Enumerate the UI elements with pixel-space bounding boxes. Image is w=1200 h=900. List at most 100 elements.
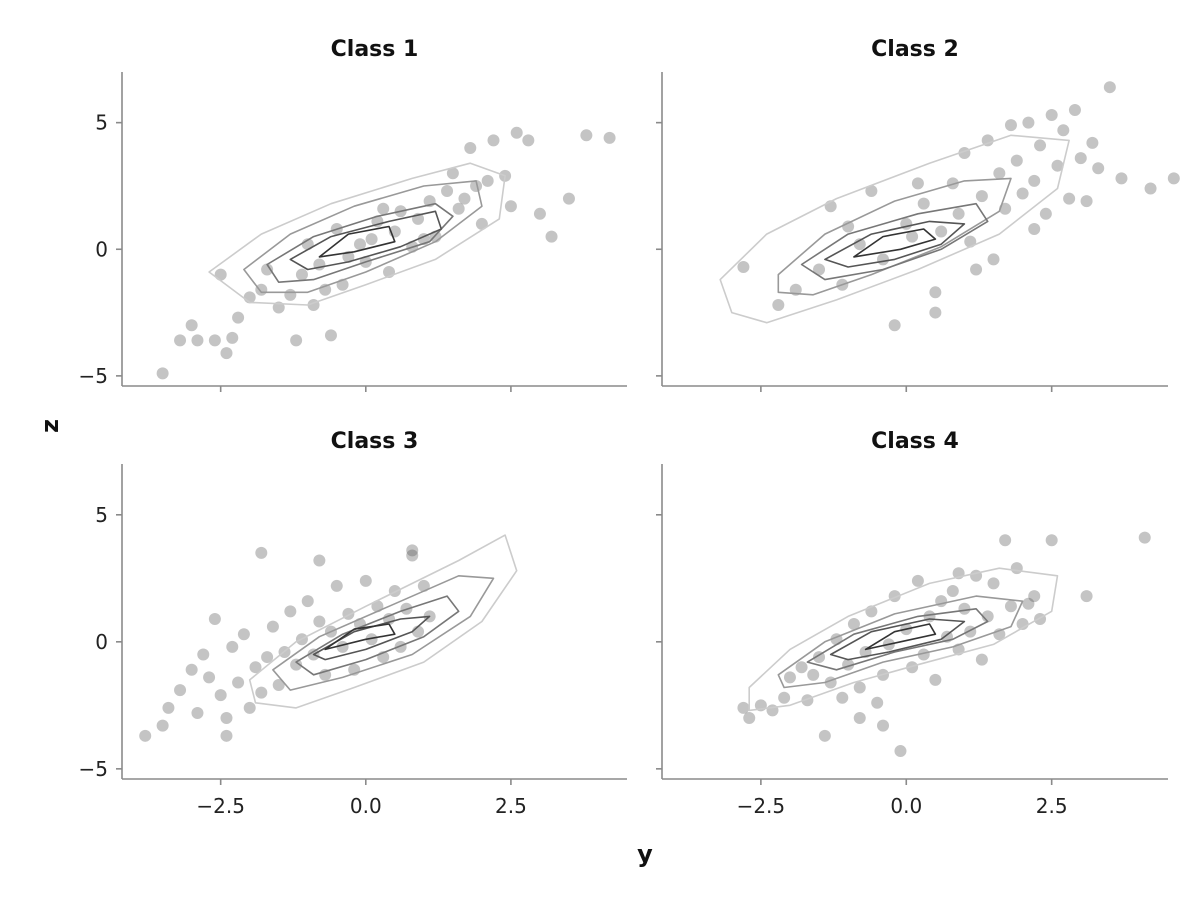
data-point	[894, 745, 907, 758]
data-point	[290, 658, 303, 671]
data-point	[917, 197, 930, 210]
data-point	[929, 673, 942, 686]
data-point	[185, 319, 198, 332]
data-point	[330, 579, 343, 592]
density-contour-3	[800, 202, 989, 281]
x-tick-label: −2.5	[737, 794, 786, 818]
data-point	[475, 217, 488, 230]
data-point	[1039, 207, 1052, 220]
data-point	[261, 263, 274, 276]
data-point	[1074, 152, 1087, 165]
y-axis-label: z	[36, 419, 64, 433]
panel-title: Class 3	[331, 429, 419, 454]
data-point	[377, 202, 390, 215]
y-tick-label: −5	[79, 757, 108, 781]
density-contour-2	[243, 180, 483, 294]
data-point	[888, 319, 901, 332]
data-point	[958, 602, 971, 615]
data-point	[562, 192, 575, 205]
density-contour-4	[312, 615, 431, 661]
density-contour-2	[272, 574, 495, 691]
data-point	[295, 268, 308, 281]
data-point	[818, 729, 831, 742]
data-point	[185, 663, 198, 676]
data-point	[580, 129, 593, 142]
panel-class-1: Class 1 −5 0 5	[79, 37, 627, 392]
data-point	[388, 585, 401, 598]
data-point	[929, 286, 942, 299]
data-point	[452, 202, 465, 215]
data-point	[1063, 192, 1076, 205]
data-point	[871, 696, 884, 709]
data-point	[929, 306, 942, 319]
data-point	[836, 691, 849, 704]
density-contour-4	[289, 210, 443, 271]
data-point	[174, 684, 187, 697]
x-tick-label: 0.0	[890, 794, 922, 818]
data-point	[226, 331, 239, 344]
data-point	[911, 574, 924, 587]
data-point	[1028, 223, 1041, 235]
density-contour-1	[719, 134, 1070, 324]
density-contour-3	[806, 607, 989, 671]
data-point	[232, 311, 245, 324]
density-contour-1	[248, 534, 518, 709]
data-point	[220, 347, 233, 360]
data-point	[156, 719, 169, 732]
data-point	[214, 268, 227, 281]
y-tick-label: 0	[95, 237, 108, 261]
data-point	[981, 134, 994, 147]
data-point	[226, 640, 239, 653]
data-point	[772, 298, 785, 311]
data-point	[301, 595, 314, 608]
data-point	[156, 367, 169, 380]
panel-title: Class 4	[871, 429, 959, 454]
data-point	[272, 679, 285, 692]
data-point	[1045, 109, 1058, 122]
data-point	[359, 574, 372, 587]
x-tick-label: 2.5	[495, 794, 527, 818]
data-point	[545, 230, 558, 243]
data-point	[1045, 534, 1058, 547]
data-point	[1022, 116, 1035, 129]
data-point	[1010, 562, 1023, 575]
data-point	[993, 167, 1006, 180]
data-point	[1028, 590, 1041, 603]
panel-class-4: Class 4 −2.5 0.0 2.5	[656, 429, 1168, 818]
data-point	[906, 230, 919, 243]
data-point	[778, 691, 791, 704]
data-point	[365, 633, 378, 646]
data-point	[174, 334, 187, 347]
density-contour-2	[777, 595, 1024, 689]
data-point	[510, 126, 523, 139]
data-point	[981, 610, 994, 623]
data-point	[481, 174, 494, 187]
data-point	[504, 200, 517, 213]
data-point	[1092, 162, 1105, 175]
density-contour-5	[318, 225, 396, 258]
data-point	[313, 615, 326, 628]
data-point	[975, 653, 988, 666]
data-point	[1167, 172, 1180, 185]
data-point	[208, 612, 221, 625]
data-point	[952, 207, 965, 220]
data-point	[999, 534, 1012, 547]
density-contour-5	[853, 228, 937, 258]
data-point	[1080, 195, 1093, 208]
panel-class-2: Class 2	[656, 37, 1180, 392]
data-point	[220, 729, 233, 742]
data-point	[214, 689, 227, 702]
data-point	[353, 238, 366, 251]
data-point	[1080, 590, 1093, 603]
data-point	[865, 185, 878, 198]
data-point	[813, 263, 826, 276]
density-contour-5	[324, 623, 396, 651]
data-point	[847, 618, 860, 631]
data-point	[1051, 159, 1064, 172]
data-point	[249, 661, 262, 674]
data-point	[261, 651, 274, 664]
data-point	[139, 729, 152, 742]
data-point	[533, 207, 546, 220]
